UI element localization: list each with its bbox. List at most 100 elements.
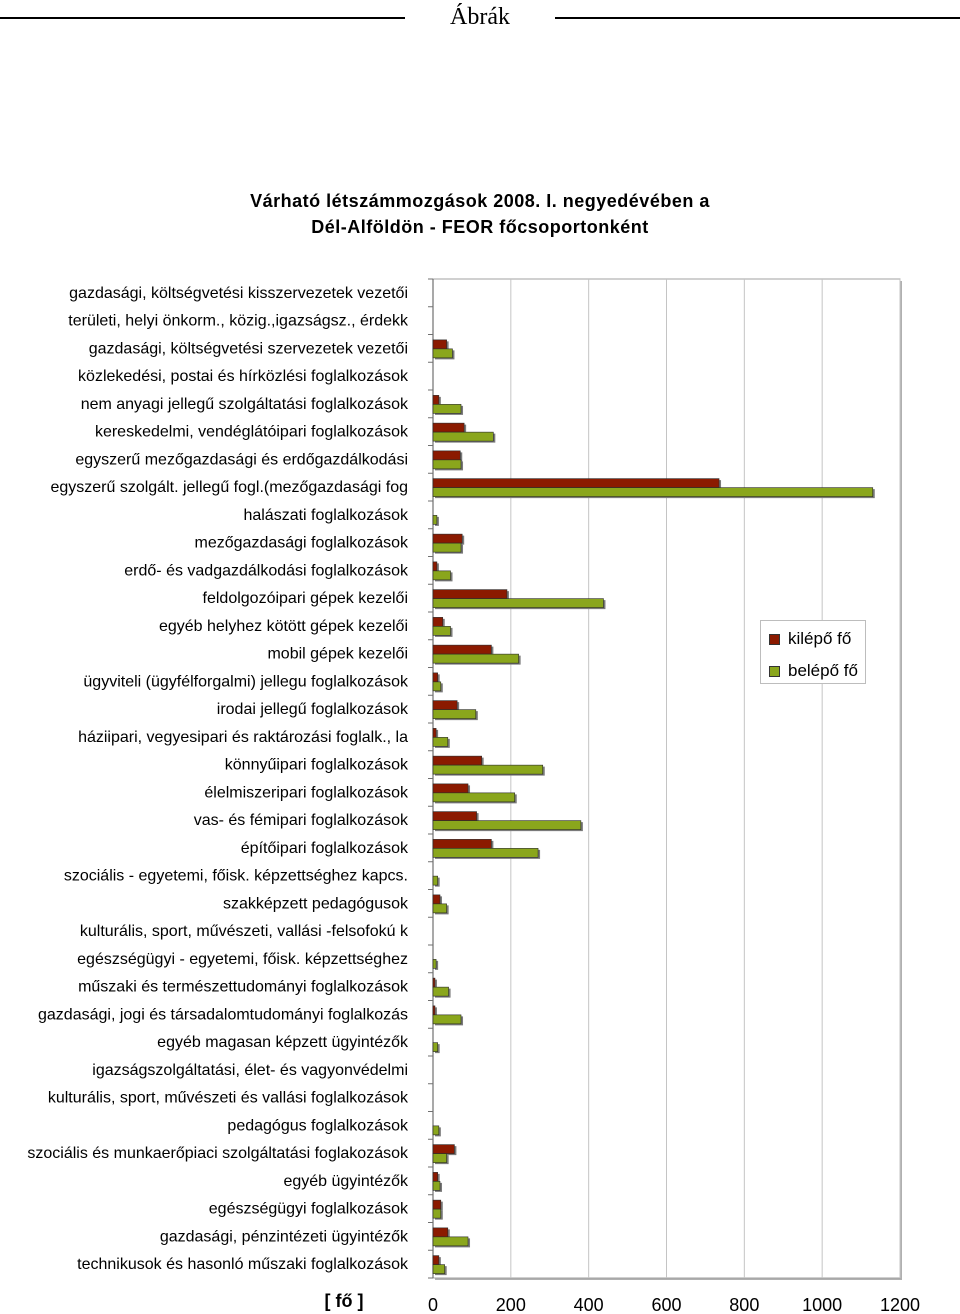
category-label-9: mezőgazdasági foglalkozások: [195, 535, 409, 552]
bar-belepo-32: [432, 1181, 441, 1191]
category-label-4: nem anyagi jellegű szolgáltatási foglalk…: [81, 396, 409, 413]
category-label-25: műszaki és természettudományi foglalkozá…: [78, 979, 409, 996]
bar-kilepo-32: [432, 1172, 438, 1182]
category-label-26: gazdasági, jogi és társadalomtudományi f…: [38, 1006, 408, 1023]
bar-belepo-34: [432, 1236, 469, 1247]
category-label-12: egyéb helyhez kötött gépek kezelői: [159, 618, 408, 635]
category-label-23: kulturális, sport, művészeti, vallási -f…: [80, 923, 409, 940]
bar-kilepo-20: [432, 839, 492, 849]
bar-belepo-35: [432, 1264, 445, 1274]
x-tick-label-0: 0: [428, 1295, 438, 1314]
chart-title-line-1: Várható létszámmozgások 2008. I. negyedé…: [250, 191, 710, 211]
bar-kilepo-17: [432, 755, 482, 766]
category-label-0: gazdasági, költségvetési kisszervezetek …: [69, 285, 408, 302]
bar-kilepo-12: [432, 617, 444, 627]
header-rule-left: [0, 17, 405, 19]
bar-belepo-8: [432, 515, 438, 525]
bar-kilepo-5: [432, 422, 465, 433]
bar-belepo-33: [432, 1208, 442, 1219]
bar-shadow-0-25: [435, 979, 437, 989]
category-label-13: mobil gépek kezelői: [267, 646, 408, 663]
bar-belepo-22: [432, 903, 447, 914]
category-label-14: ügyviteli (ügyfélforgalmi) jellegu fogla…: [83, 673, 409, 690]
bar-belepo-31: [432, 1153, 447, 1163]
header-rule-right: [555, 17, 960, 19]
bar-belepo-15: [432, 709, 477, 719]
bar-belepo-14: [432, 681, 442, 692]
bar-belepo-20: [432, 848, 539, 858]
category-label-22: szakképzett pedagógusok: [223, 895, 409, 912]
bar-kilepo-9: [432, 533, 463, 544]
category-label-18: élelmiszeripari foglalkozások: [204, 784, 409, 801]
category-label-28: igazságszolgáltatási, élet- és vagyonvéd…: [92, 1062, 408, 1079]
legend-label-belepo: belépő fő: [788, 661, 858, 680]
bar-kilepo-13: [432, 644, 492, 655]
legend: kilépő fő belépő fő: [760, 620, 866, 684]
bar-kilepo-35: [432, 1255, 440, 1265]
category-label-20: építőipari foglalkozások: [241, 840, 409, 857]
category-label-19: vas- és fémipari foglalkozások: [194, 812, 409, 829]
bar-belepo-11: [432, 598, 604, 608]
bar-kilepo-11: [432, 589, 508, 599]
bar-kilepo-14: [432, 672, 438, 683]
bar-belepo-4: [432, 404, 462, 414]
bar-kilepo-10: [432, 561, 438, 572]
bar-kilepo-7: [432, 478, 720, 488]
category-label-11: feldolgozóipari gépek kezelői: [203, 590, 408, 607]
bar-kilepo-26: [432, 1005, 436, 1016]
bar-belepo-16: [432, 737, 449, 747]
bar-belepo-7: [432, 487, 874, 497]
legend-swatch-kilepo: [769, 633, 780, 645]
x-tick-label-5: 1000: [802, 1295, 842, 1314]
category-label-7: egyszerű szolgált. jellegű fogl.(mezőgaz…: [50, 479, 408, 496]
x-tick-label-1: 200: [496, 1295, 526, 1314]
category-label-24: egészségügyi - egyetemi, főisk. képzetts…: [77, 951, 408, 968]
category-label-32: egyéb ügyintézők: [283, 1173, 409, 1190]
bar-kilepo-2: [432, 339, 447, 350]
section-title: Ábrák: [450, 4, 510, 30]
bar-belepo-19: [432, 820, 582, 830]
x-tick-label-6: 1200: [880, 1295, 920, 1314]
category-label-1: területi, helyi önkorm., közig.,igazságs…: [68, 313, 409, 330]
category-label-17: könnyűipari foglalkozások: [225, 757, 409, 774]
bar-belepo-30: [432, 1125, 440, 1136]
category-label-15: irodai jellegű foglalkozások: [217, 701, 409, 718]
category-label-33: egészségügyi foglalkozások: [209, 1201, 409, 1218]
bar-kilepo-25: [432, 977, 436, 988]
bar-belepo-17: [432, 764, 544, 775]
bar-belepo-18: [432, 792, 516, 803]
bar-kilepo-19: [432, 811, 477, 821]
category-label-31: szociális és munkaerőpiaci szolgáltatási…: [27, 1145, 409, 1162]
category-label-21: szociális - egyetemi, főisk. képzettségh…: [64, 868, 408, 885]
bar-kilepo-6: [432, 450, 461, 461]
bar-belepo-12: [432, 626, 451, 636]
chart-title: Várható létszámmozgások 2008. I. negyedé…: [0, 188, 960, 240]
bar-belepo-2: [432, 348, 453, 359]
bar-kilepo-22: [432, 894, 441, 905]
bar-kilepo-4: [432, 395, 440, 405]
category-label-27: egyéb magasan képzett ügyintézők: [157, 1034, 409, 1051]
category-label-5: kereskedelmi, vendéglátóipari foglalkozá…: [95, 424, 409, 441]
bar-belepo-24: [432, 959, 437, 969]
bar-belepo-27: [432, 1042, 438, 1052]
legend-item-belepo: belépő fő: [769, 661, 858, 681]
x-tick-label-2: 400: [574, 1295, 604, 1314]
bar-belepo-10: [432, 570, 451, 581]
category-label-10: erdő- és vadgazdálkodási foglalkozások: [124, 562, 409, 579]
bar-kilepo-33: [432, 1199, 442, 1210]
category-label-34: gazdasági, pénzintézeti ügyintézők: [160, 1228, 409, 1245]
bar-kilepo-15: [432, 700, 458, 710]
bar-shadow-1-24: [435, 960, 439, 970]
bar-belepo-25: [432, 986, 449, 997]
category-label-16: háziipari, vegyesipari és raktározási fo…: [78, 729, 408, 746]
bar-belepo-5: [432, 431, 494, 442]
bar-shadow-0-16: [435, 729, 439, 739]
legend-item-kilepo: kilépő fő: [769, 629, 851, 649]
category-label-8: halászati foglalkozások: [243, 507, 409, 524]
bar-belepo-9: [432, 542, 462, 553]
category-label-35: technikusok és hasonló műszaki foglalkoz…: [77, 1256, 409, 1273]
x-axis-unit-label: [ fő ]: [325, 1291, 364, 1311]
bar-kilepo-18: [432, 783, 469, 794]
chart-title-line-2: Dél-Alföldön - FEOR főcsoportonként: [311, 217, 649, 237]
